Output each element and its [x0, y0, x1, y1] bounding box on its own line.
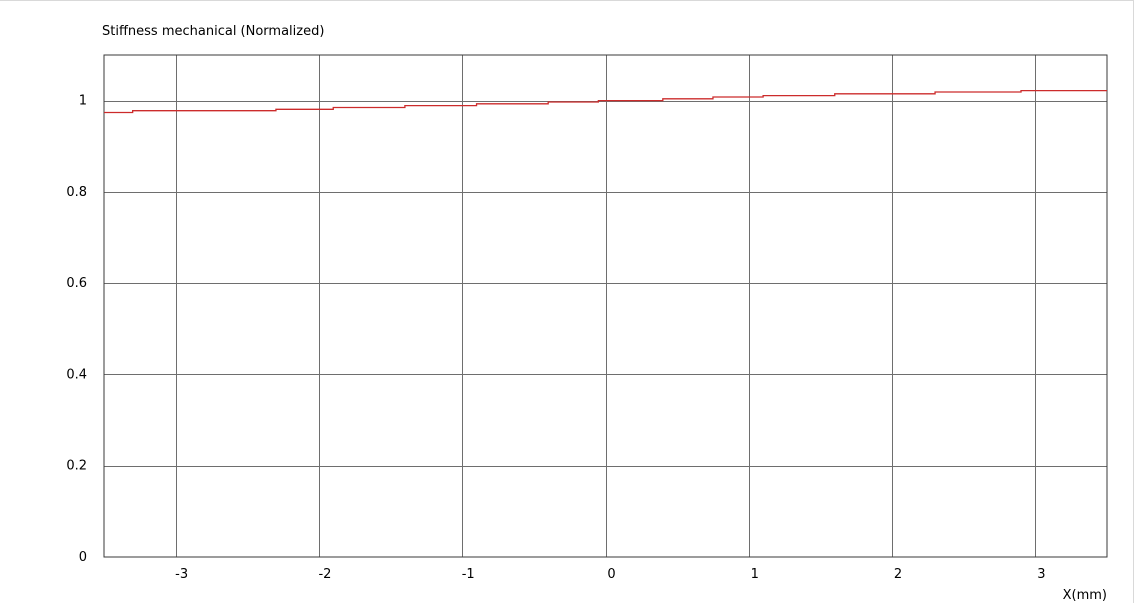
- y-tick-label: 0.4: [66, 367, 87, 382]
- y-tick-label: 0.6: [66, 276, 87, 291]
- x-tick-label: -1: [462, 567, 475, 582]
- series-group: [104, 89, 1107, 114]
- x-tick-label: -3: [175, 567, 188, 582]
- y-tick-labels: 0 0.2 0.4 0.6 0.8 1: [66, 94, 87, 565]
- grid: [104, 55, 1107, 557]
- y-tick-label: 1: [79, 94, 87, 109]
- x-tick-label: -2: [318, 567, 331, 582]
- y-tick-label: 0.2: [66, 459, 87, 474]
- x-tick-label: 2: [894, 567, 902, 582]
- chart-title: Stiffness mechanical (Normalized): [102, 24, 324, 39]
- x-axis-label: X(mm): [1063, 588, 1107, 603]
- plot-area: [103, 54, 1108, 558]
- x-tick-labels: -3 -2 -1 0 1 2 3: [175, 567, 1045, 582]
- series-line: [104, 89, 1107, 114]
- y-tick-label: 0: [79, 550, 87, 565]
- y-tick-label: 0.8: [66, 185, 87, 200]
- x-tick-label: 3: [1037, 567, 1045, 582]
- x-tick-label: 0: [607, 567, 615, 582]
- x-tick-label: 1: [751, 567, 759, 582]
